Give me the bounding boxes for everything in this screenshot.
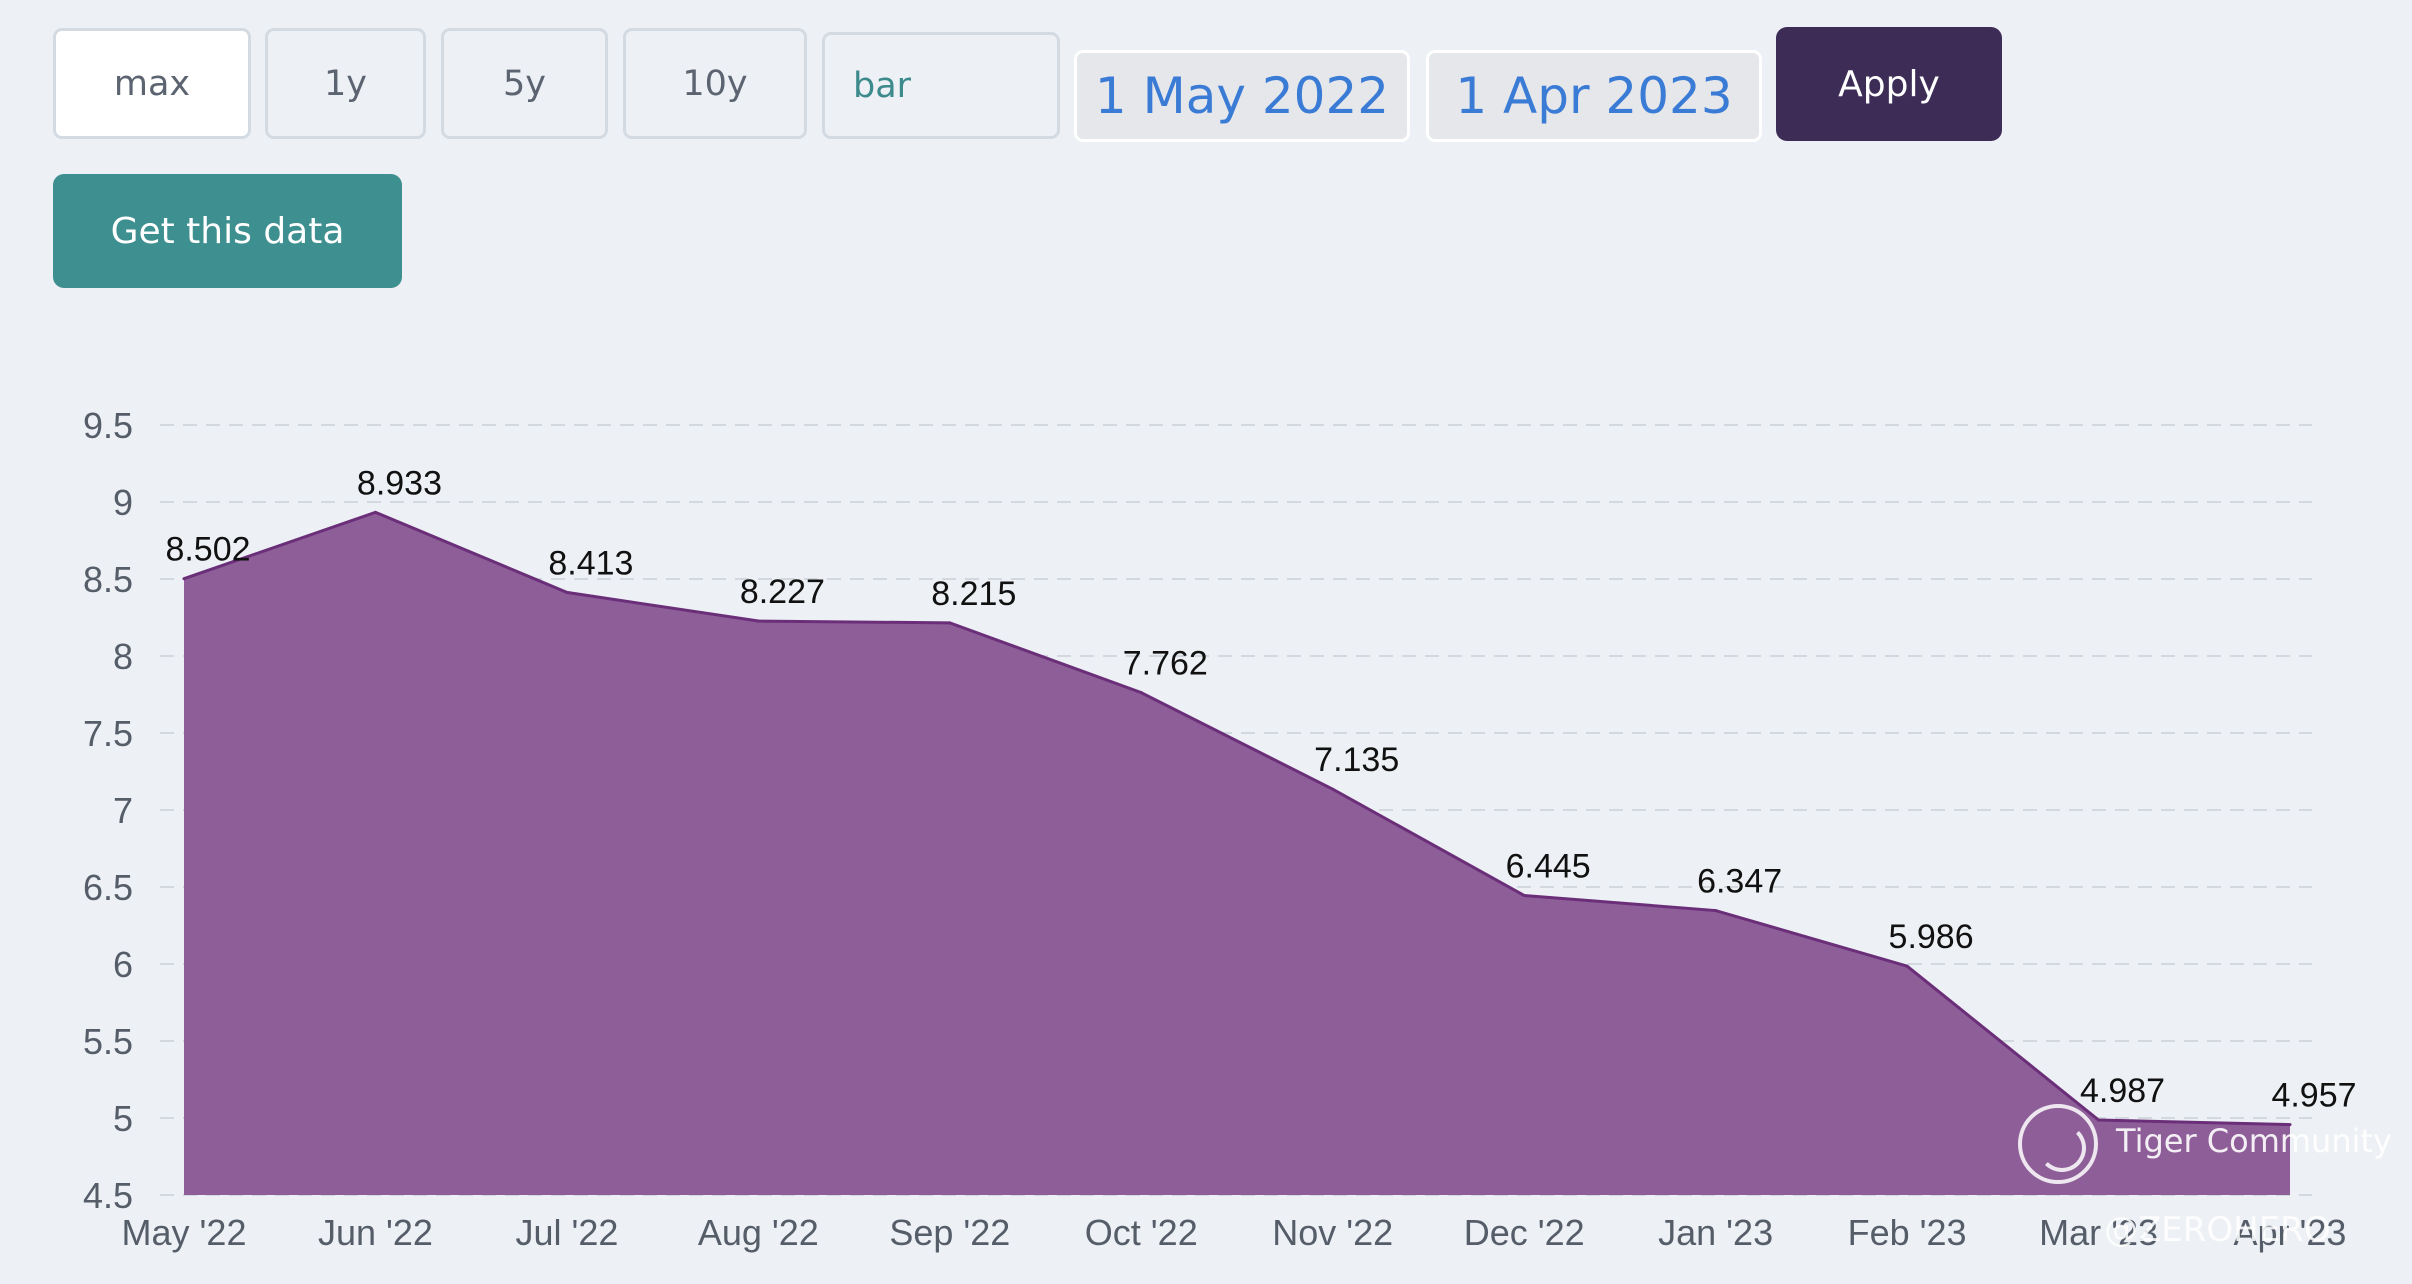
data-point xyxy=(1714,909,1718,913)
data-label: 7.762 xyxy=(1123,645,1208,683)
y-tick-label: 8 xyxy=(113,636,133,677)
chart-type-select[interactable]: bar xyxy=(822,32,1060,139)
range-5y-button[interactable]: 5y xyxy=(441,28,608,139)
data-label: 8.413 xyxy=(548,544,633,582)
y-axis-ticks: 9.5 9 8.5 8 7.5 7 6.5 6 5.5 5 4.5 xyxy=(83,405,133,1216)
x-tick-label: May '22 xyxy=(122,1212,247,1253)
x-tick-label: Jun '22 xyxy=(318,1212,433,1253)
y-tick-label: 7 xyxy=(113,790,133,831)
range-1y-button[interactable]: 1y xyxy=(265,28,426,139)
data-label: 5.986 xyxy=(1889,918,1974,956)
area-line xyxy=(183,510,2291,1127)
y-tick-label: 6 xyxy=(113,944,133,985)
x-tick-label: Jan '23 xyxy=(1658,1212,1773,1253)
data-label: 8.215 xyxy=(931,575,1016,613)
data-point xyxy=(1522,893,1526,897)
data-labels: 8.502 8.933 8.413 8.227 8.215 7.762 7.135 6.445… xyxy=(165,464,2356,1114)
x-tick-label: Mar '23 xyxy=(2039,1212,2158,1253)
y-tick-label: 4.5 xyxy=(83,1175,133,1216)
y-tick-label: 5.5 xyxy=(83,1021,133,1062)
data-point xyxy=(2288,1123,2292,1127)
x-axis-ticks: May '22 Jun '22 Jul '22 Aug '22 Sep '22 Oct '… xyxy=(122,1212,2347,1253)
y-tick-label: 7.5 xyxy=(83,713,133,754)
y-tick-label: 9 xyxy=(113,482,133,523)
x-tick-label: Nov '22 xyxy=(1272,1212,1393,1253)
x-tick-label: Sep '22 xyxy=(889,1212,1010,1253)
x-tick-label: Jul '22 xyxy=(515,1212,618,1253)
data-label: 6.445 xyxy=(1506,847,1591,885)
data-point xyxy=(1331,787,1335,791)
data-label: 4.957 xyxy=(2271,1077,2356,1115)
tiger-logo-icon xyxy=(2018,1104,2098,1184)
y-tick-label: 8.5 xyxy=(83,559,133,600)
data-label: 8.227 xyxy=(740,573,825,611)
data-point xyxy=(1139,691,1143,695)
data-label: 8.502 xyxy=(165,531,250,569)
y-tick-label: 5 xyxy=(113,1098,133,1139)
data-label: 4.987 xyxy=(2080,1072,2165,1110)
data-point xyxy=(373,510,377,514)
data-point xyxy=(948,621,952,625)
range-max-button[interactable]: max xyxy=(53,28,251,139)
data-label: 7.135 xyxy=(1314,741,1399,779)
data-label: 8.933 xyxy=(357,464,442,502)
x-tick-label: Oct '22 xyxy=(1085,1212,1198,1253)
chart-area-series xyxy=(182,510,2292,1195)
watermark: Tiger Community xyxy=(2018,1104,2398,1194)
data-point xyxy=(2097,1118,2101,1122)
end-date-input[interactable]: 1 Apr 2023 xyxy=(1426,50,1762,142)
data-point xyxy=(1905,964,1909,968)
x-tick-label: Aug '22 xyxy=(698,1212,819,1253)
area-fill xyxy=(184,512,2290,1195)
x-tick-label: Dec '22 xyxy=(1464,1212,1585,1253)
x-tick-label: Feb '23 xyxy=(1848,1212,1967,1253)
data-point xyxy=(756,619,760,623)
data-point xyxy=(182,577,186,581)
y-tick-label: 9.5 xyxy=(83,405,133,446)
data-point xyxy=(565,590,569,594)
data-label: 6.347 xyxy=(1697,863,1782,901)
watermark-brand: Tiger Community xyxy=(2116,1122,2392,1160)
start-date-input[interactable]: 1 May 2022 xyxy=(1074,50,1410,142)
x-tick-label: Apr '23 xyxy=(2234,1212,2347,1253)
y-tick-label: 6.5 xyxy=(83,867,133,908)
apply-button[interactable]: Apply xyxy=(1776,27,2002,141)
range-10y-button[interactable]: 10y xyxy=(623,28,807,139)
get-data-button[interactable]: Get this data xyxy=(53,174,402,288)
watermark-handle: @ZEROHERO xyxy=(2104,1210,2331,1250)
